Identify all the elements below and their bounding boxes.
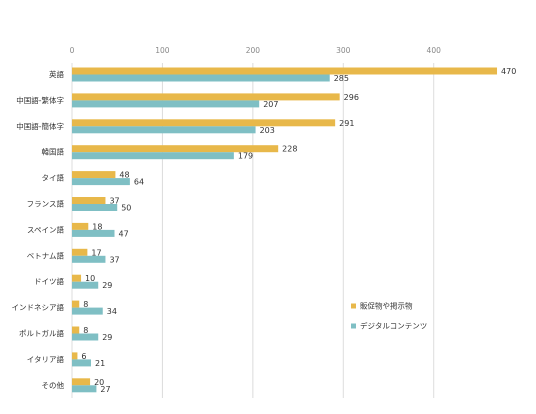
category-label: 中国語-簡体字 (16, 121, 64, 131)
bar-digital (72, 255, 106, 263)
data-label-print: 6 (81, 352, 86, 361)
x-axis-ticks: 0 100 200 300 400 (70, 46, 441, 55)
bar-digital (72, 74, 330, 82)
x-tick-label-100: 100 (155, 46, 170, 55)
bar-digital (72, 204, 118, 211)
data-labels: 4702852962072912032281794864375018471737… (81, 67, 516, 394)
category-label: タイ語 (42, 173, 65, 183)
bar-print (72, 67, 498, 75)
bar-digital (72, 100, 260, 108)
bar-digital (72, 126, 256, 134)
bar-print (72, 378, 91, 386)
bar-digital (72, 333, 99, 341)
bar-digital (72, 307, 103, 315)
data-label-digital: 179 (238, 152, 253, 161)
data-label-print: 291 (339, 119, 354, 128)
data-label-print: 20 (94, 378, 104, 387)
bar-print (72, 326, 80, 334)
data-label-digital: 50 (121, 204, 131, 213)
bar-digital (72, 359, 91, 367)
legend-label: デジタルコンテンツ (360, 321, 427, 331)
data-label-digital: 29 (102, 333, 112, 342)
category-label: ベトナム語 (27, 250, 65, 260)
data-label-digital: 203 (260, 126, 275, 135)
data-label-print: 8 (83, 326, 88, 335)
category-label: その他 (42, 380, 65, 390)
category-label: ポルトガル語 (19, 328, 64, 338)
bar-digital (72, 229, 115, 237)
data-label-print: 296 (344, 93, 359, 102)
data-label-print: 37 (109, 197, 119, 206)
data-label-digital: 34 (107, 307, 117, 316)
data-label-print: 10 (85, 274, 95, 283)
bar-print (72, 171, 116, 179)
data-label-digital: 207 (263, 100, 278, 109)
x-tick-label-400: 400 (427, 46, 442, 55)
data-label-digital: 21 (95, 359, 105, 368)
bar-print (72, 197, 106, 204)
data-label-print: 17 (91, 248, 101, 257)
data-label-digital: 27 (100, 385, 110, 394)
category-labels: 英語中国語-繁体字中国語-簡体字韓国語タイ語フランス語スペイン語ベトナム語ドイツ… (12, 69, 65, 390)
bar-print (72, 352, 78, 360)
category-label: イタリア語 (27, 354, 65, 364)
bar-digital (72, 281, 99, 289)
bar-print (72, 145, 279, 153)
bar-print (72, 119, 336, 127)
data-label-digital: 29 (102, 281, 112, 290)
data-label-print: 8 (83, 300, 88, 309)
data-label-digital: 285 (334, 74, 349, 83)
data-label-digital: 47 (119, 229, 129, 238)
category-label: フランス語 (27, 199, 65, 209)
data-label-print: 470 (501, 67, 516, 76)
grid-lines (71, 63, 435, 398)
legend-swatch (351, 303, 356, 309)
category-label: インドネシア語 (12, 302, 65, 312)
category-label: 中国語-繁体字 (16, 95, 64, 105)
x-tick-label-300: 300 (336, 46, 351, 55)
category-label: 英語 (49, 69, 64, 79)
bar-print (72, 93, 340, 101)
x-tick-label-0: 0 (70, 46, 75, 55)
bar-print (72, 248, 88, 256)
bar-digital (72, 178, 130, 186)
data-label-print: 228 (282, 145, 297, 154)
data-label-digital: 37 (109, 255, 119, 264)
bar-digital (72, 152, 234, 160)
legend-swatch (351, 323, 356, 329)
bar-print (72, 274, 82, 282)
x-tick-label-200: 200 (246, 46, 261, 55)
bars (72, 67, 498, 393)
data-label-digital: 64 (134, 178, 144, 187)
category-label: ドイツ語 (34, 276, 64, 286)
bar-print (72, 300, 80, 308)
legend-label: 販促物や掲示物 (360, 301, 413, 311)
bar-digital (72, 385, 97, 393)
data-label-print: 18 (92, 222, 102, 231)
bar-print (72, 222, 89, 230)
category-label: スペイン語 (27, 224, 64, 234)
data-label-print: 48 (119, 171, 129, 180)
category-label: 韓国語 (42, 147, 65, 157)
